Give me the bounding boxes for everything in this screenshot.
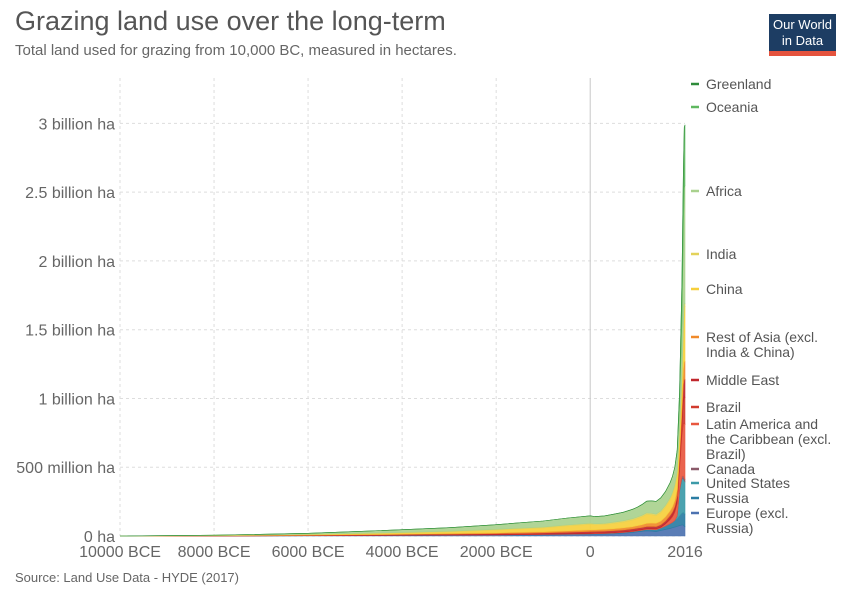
legend-label: China bbox=[706, 281, 743, 297]
legend-label: Rest of Asia (excl. India & China) bbox=[706, 329, 818, 360]
area-brazil[interactable] bbox=[119, 396, 686, 537]
legend-item-china[interactable]: China bbox=[691, 281, 743, 297]
legend-label: Canada bbox=[706, 461, 755, 477]
legend-label: Brazil bbox=[706, 399, 741, 415]
y-tick-label: 0 ha bbox=[84, 529, 115, 546]
legend-label: Europe (excl. Russia) bbox=[706, 505, 788, 536]
x-tick-label: 10000 BCE bbox=[79, 544, 161, 561]
chart-title: Grazing land use over the long-term bbox=[15, 6, 446, 36]
legend-item-africa[interactable]: Africa bbox=[691, 183, 742, 199]
legend-item-greenland[interactable]: Greenland bbox=[691, 76, 771, 92]
x-tick-label: 6000 BCE bbox=[272, 544, 345, 561]
legend-label: Middle East bbox=[706, 372, 779, 388]
legend-item-canada[interactable]: Canada bbox=[691, 461, 755, 477]
logo-line-2: in Data bbox=[781, 33, 824, 48]
legend-label: Russia bbox=[706, 490, 749, 506]
logo-line-1: Our World bbox=[773, 17, 832, 32]
legend-item-middle-east[interactable]: Middle East bbox=[691, 372, 779, 388]
y-tick-label: 1.5 billion ha bbox=[25, 323, 115, 340]
x-tick-label: 2000 BCE bbox=[460, 544, 533, 561]
legend-label: India bbox=[706, 246, 737, 262]
legend-item-india[interactable]: India bbox=[691, 246, 737, 262]
legend-label: Greenland bbox=[706, 76, 771, 92]
legend-label: Oceania bbox=[706, 99, 758, 115]
legend-item-united-states[interactable]: United States bbox=[691, 475, 790, 491]
source-note[interactable]: Source: Land Use Data - HYDE (2017) bbox=[15, 570, 239, 585]
x-tick-label: 8000 BCE bbox=[178, 544, 251, 561]
y-tick-label: 500 million ha bbox=[16, 460, 115, 477]
area-greenland[interactable] bbox=[119, 124, 686, 537]
grid-layer bbox=[119, 78, 685, 537]
area-layer bbox=[119, 124, 686, 537]
legend-item-rest-of-asia-excl-india-china[interactable]: Rest of Asia (excl. India & China) bbox=[691, 329, 818, 360]
legend-item-brazil[interactable]: Brazil bbox=[691, 399, 741, 415]
chart-subtitle: Total land used for grazing from 10,000 … bbox=[15, 42, 457, 59]
legend-label: Africa bbox=[706, 183, 742, 199]
axis-layer: 0 ha 500 million ha 1 billion ha 1.5 billio… bbox=[16, 116, 703, 561]
x-tick-label: 2016 bbox=[667, 544, 703, 561]
area-rest-of-asia-excl-india-china[interactable] bbox=[119, 360, 686, 537]
legend-label: Latin America and the Caribbean (excl. Bra… bbox=[706, 416, 831, 462]
legend: Greenland Oceania Africa India China Rest of … bbox=[691, 76, 831, 536]
y-tick-label: 3 billion ha bbox=[39, 116, 116, 133]
x-tick-label: 4000 BCE bbox=[366, 544, 439, 561]
legend-label: United States bbox=[706, 475, 790, 491]
y-tick-label: 1 billion ha bbox=[39, 391, 116, 408]
y-tick-label: 2.5 billion ha bbox=[25, 185, 115, 202]
legend-item-europe-excl-russia[interactable]: Europe (excl. Russia) bbox=[691, 505, 788, 536]
legend-item-russia[interactable]: Russia bbox=[691, 490, 749, 506]
legend-item-latin-america-and-the-caribbean-excl-brazil[interactable]: Latin America and the Caribbean (excl. Bra… bbox=[691, 416, 831, 462]
y-tick-label: 2 billion ha bbox=[39, 254, 116, 271]
legend-item-oceania[interactable]: Oceania bbox=[691, 99, 758, 115]
x-tick-label: 0 bbox=[586, 544, 595, 561]
owid-logo[interactable]: Our World in Data bbox=[769, 14, 836, 56]
